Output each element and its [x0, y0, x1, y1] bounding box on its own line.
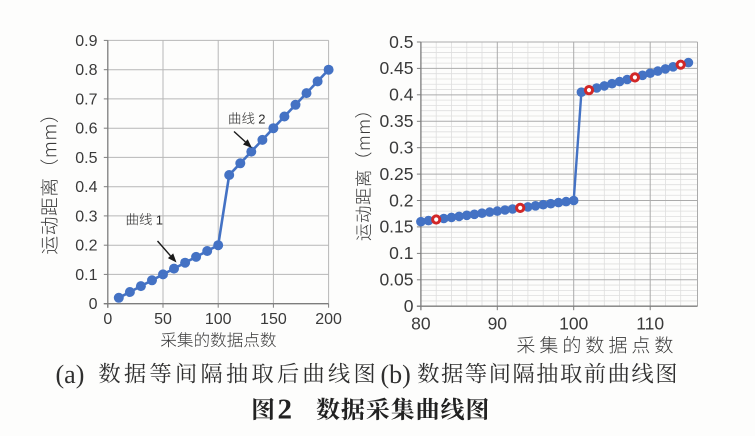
svg-text:2: 2 — [258, 111, 265, 126]
svg-text:0.1: 0.1 — [75, 267, 97, 284]
svg-text:0.5: 0.5 — [75, 150, 97, 167]
svg-text:0.9: 0.9 — [75, 33, 97, 50]
svg-text:0: 0 — [404, 296, 414, 316]
svg-text:0.6: 0.6 — [75, 121, 97, 138]
svg-text:200: 200 — [315, 311, 342, 328]
svg-text:0.2: 0.2 — [75, 238, 97, 255]
svg-text:0.45: 0.45 — [379, 58, 413, 78]
svg-text:(b): (b) — [381, 360, 411, 389]
svg-text:0.1: 0.1 — [389, 243, 413, 263]
svg-text:0.4: 0.4 — [75, 179, 97, 196]
svg-text:0.8: 0.8 — [75, 62, 97, 79]
svg-text:0.35: 0.35 — [379, 111, 413, 131]
svg-text:0.05: 0.05 — [379, 270, 413, 290]
svg-text:1: 1 — [156, 212, 163, 227]
svg-text:50: 50 — [154, 311, 172, 328]
svg-text:0.2: 0.2 — [389, 190, 413, 210]
svg-text:(a): (a) — [56, 360, 85, 389]
svg-text:0: 0 — [89, 296, 98, 313]
svg-text:2: 2 — [278, 394, 293, 426]
svg-text:90: 90 — [488, 314, 508, 334]
svg-text:0.3: 0.3 — [389, 138, 413, 158]
svg-text:80: 80 — [411, 314, 431, 334]
svg-text:0.4: 0.4 — [389, 85, 414, 105]
svg-text:100: 100 — [559, 314, 588, 334]
svg-text:150: 150 — [260, 311, 287, 328]
svg-text:100: 100 — [205, 311, 232, 328]
svg-text:110: 110 — [636, 314, 664, 334]
svg-text:0.3: 0.3 — [75, 208, 97, 225]
svg-text:0: 0 — [103, 311, 112, 328]
svg-text:0.15: 0.15 — [379, 217, 413, 237]
svg-text:0.7: 0.7 — [75, 91, 97, 108]
svg-text:0.25: 0.25 — [379, 164, 413, 184]
svg-text:0.5: 0.5 — [389, 32, 413, 52]
